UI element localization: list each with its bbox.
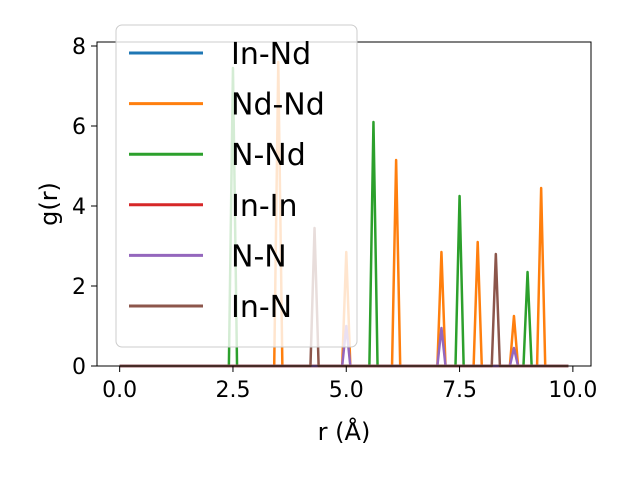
y-tick-label: 4 bbox=[72, 195, 86, 220]
legend-label: Nd-Nd bbox=[231, 88, 325, 123]
y-tick-label: 2 bbox=[72, 275, 86, 300]
x-tick-label: 0.0 bbox=[102, 378, 137, 403]
legend-box bbox=[115, 24, 358, 348]
y-tick-label: 8 bbox=[72, 35, 86, 60]
x-tick-label: 10.0 bbox=[548, 378, 597, 403]
y-tick-label: 0 bbox=[72, 355, 86, 380]
legend-label: N-Nd bbox=[231, 138, 306, 173]
legend-label: In-N bbox=[231, 290, 292, 325]
x-tick-label: 2.5 bbox=[215, 378, 250, 403]
ticks-layer: 0.0 2.5 5.0 7.5 10.0 0 2 4 6 8 bbox=[72, 35, 597, 403]
legend: In-Nd Nd-Nd N-Nd In-In N-N In-N bbox=[115, 24, 358, 348]
legend-label: N-N bbox=[231, 239, 287, 274]
x-axis-label: r (Å) bbox=[318, 417, 371, 446]
x-tick-label: 7.5 bbox=[442, 378, 477, 403]
legend-label: In-In bbox=[231, 189, 298, 224]
y-tick-label: 6 bbox=[72, 115, 86, 140]
x-tick-label: 5.0 bbox=[329, 378, 364, 403]
legend-label: In-Nd bbox=[231, 37, 311, 72]
y-axis-label: g(r) bbox=[35, 182, 63, 226]
